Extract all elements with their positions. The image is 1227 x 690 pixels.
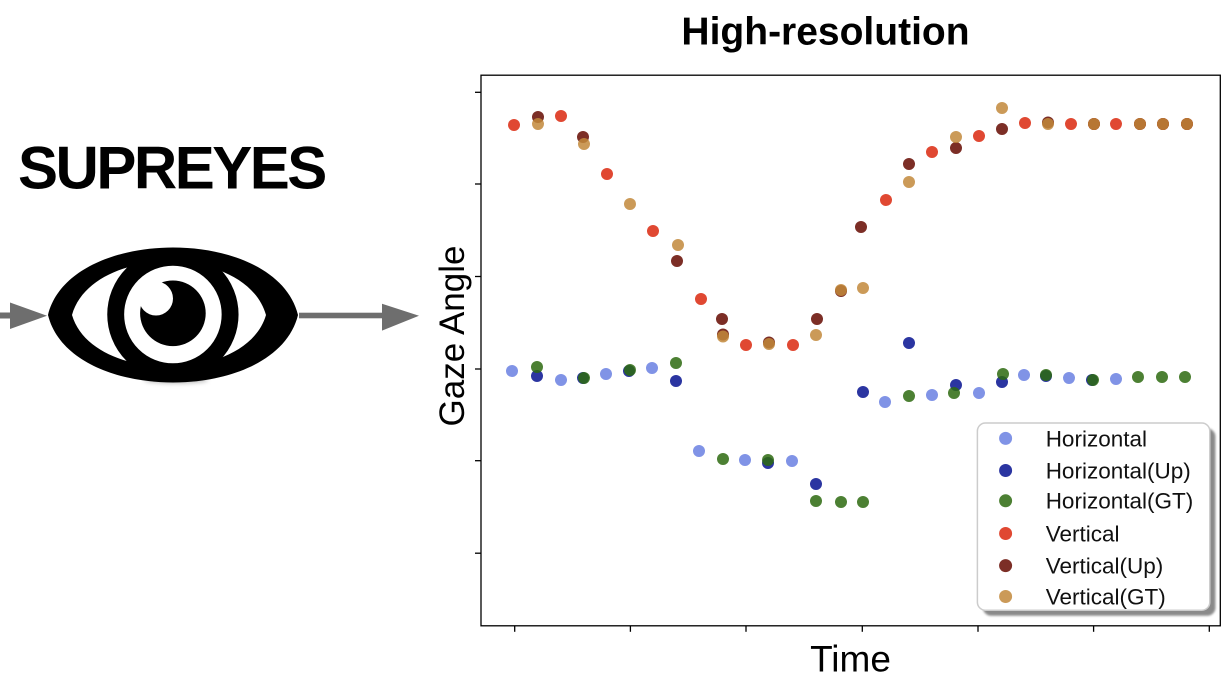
svg-text:Horizontal(Up): Horizontal(Up) [1046,458,1191,483]
svg-text:Horizontal: Horizontal [1046,426,1147,451]
svg-text:Vertical: Vertical [1046,521,1120,546]
svg-text:High-resolution: High-resolution [681,11,969,54]
svg-text:Gaze Angle: Gaze Angle [433,246,472,427]
svg-text:Time: Time [810,639,891,680]
svg-text:Vertical(Up): Vertical(Up) [1046,554,1164,579]
svg-text:Horizontal(GT): Horizontal(GT) [1046,489,1194,514]
svg-text:Vertical(GT): Vertical(GT) [1046,584,1166,609]
svg-text:SUPREYES: SUPREYES [18,135,325,202]
